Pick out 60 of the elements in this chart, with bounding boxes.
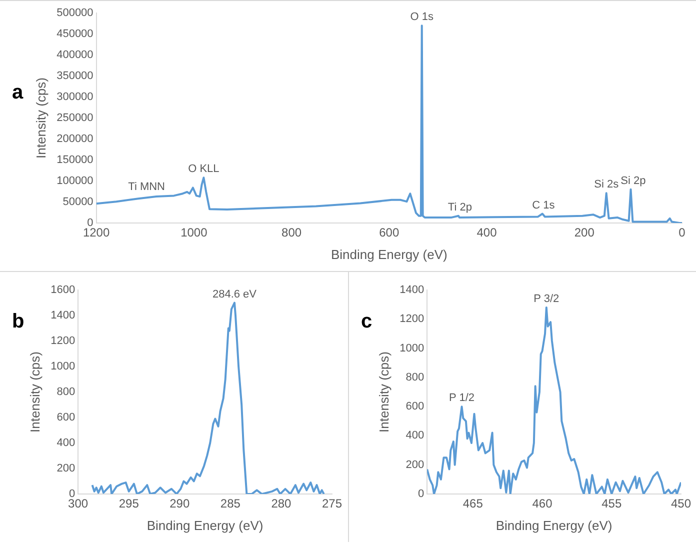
x-tick-label: 400 [476,226,498,240]
y-tick-label: 400000 [56,49,94,62]
y-tick-label: 0 [418,488,424,500]
x-axis-title: Binding Energy (eV) [496,518,612,533]
y-tick-label: 200000 [56,133,94,146]
y-tick-label: 600 [56,412,76,424]
x-tick-label: 295 [118,496,140,511]
y-tick-label: 200 [406,458,424,471]
x-tick-label: 455 [602,496,622,511]
x-axis-title: Binding Energy (eV) [330,246,448,262]
y-tick-label: 350000 [56,70,94,82]
y-tick-label: 1000 [50,360,76,373]
y-axis-title: Intensity (cps) [27,352,42,432]
x-tick-label: 290 [170,496,190,511]
x-tick-label: 0 [678,226,686,240]
y-tick-label: 800 [406,371,424,384]
y-tick-label: 1400 [50,310,76,322]
text: a [12,82,24,104]
annotation: P 3/2 [534,293,560,306]
y-axis-title: Intensity (cps) [33,78,48,158]
y-tick-label: 1000 [400,342,424,354]
x-tick-label: 460 [532,496,553,511]
annotation: Ti 2p [448,201,472,214]
x-tick-label: 285 [220,496,241,511]
y-tick-label: 400 [406,430,424,442]
y-tick-label: 1400 [400,284,424,296]
annotation: Ti MNN [128,181,166,194]
x-tick-label: 200 [574,226,595,240]
y-tick-label: 1200 [400,313,424,326]
annotation: Si 2p [620,174,646,187]
x-tick-label: 465 [462,496,484,511]
y-tick-label: 500000 [56,7,94,20]
annotation: O KLL [188,163,220,176]
x-tick-label: 450 [670,496,692,511]
text: b [12,310,24,333]
x-tick-label: 600 [379,226,400,240]
x-tick-label: 800 [282,226,302,240]
y-tick-label: 1200 [50,335,76,348]
y-tick-label: 450000 [56,28,94,40]
y-tick-label: 300000 [56,91,94,104]
annotation: P 1/2 [449,392,475,404]
x-tick-label: 280 [271,496,292,511]
y-tick-label: 800 [56,386,76,398]
annotation: C 1s [532,199,556,212]
y-tick-label: 600 [406,400,424,413]
text: c [361,310,372,333]
x-axis-title: Binding Energy (eV) [146,518,264,533]
y-tick-label: 150000 [56,154,94,166]
y-axis-title: Intensity (cps) [376,352,392,432]
annotation: O 1s [410,11,434,24]
x-tick-label: 275 [322,496,342,511]
y-tick-label: 400 [56,437,76,450]
y-tick-label: 250000 [56,112,94,124]
annotation: 284.6 eV [212,288,258,300]
y-tick-label: 1600 [50,284,76,296]
annotation: Si 2s [594,178,620,191]
y-tick-label: 50000 [62,196,94,208]
y-tick-label: 100000 [56,175,94,188]
y-tick-label: 200 [56,462,76,475]
x-tick-label: 1000 [180,226,208,240]
